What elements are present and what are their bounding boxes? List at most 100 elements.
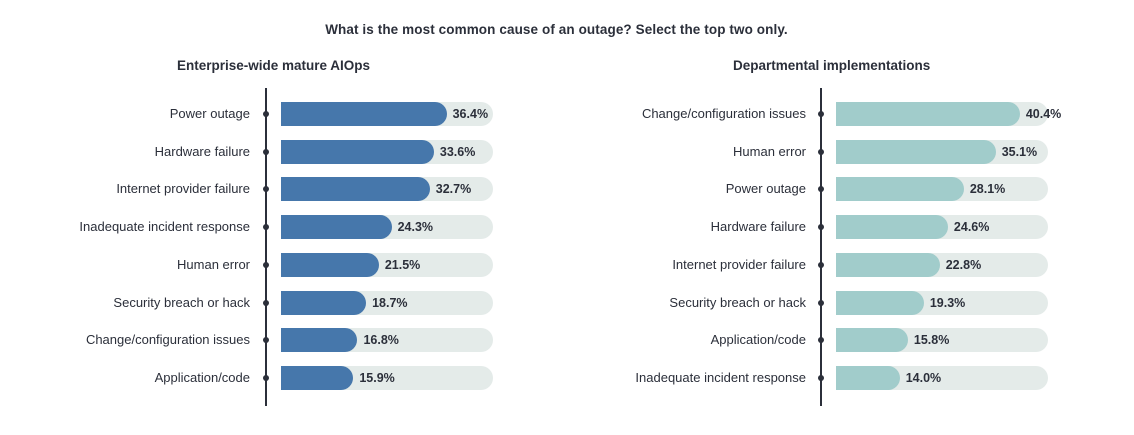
bar-track: 32.7% — [281, 177, 493, 202]
axis-line — [265, 88, 267, 406]
bar-track: 16.8% — [281, 328, 493, 353]
category-label: Internet provider failure — [672, 256, 806, 272]
bar-row: Hardware failure 33.6% — [0, 139, 560, 164]
axis-dot — [818, 337, 824, 344]
category-label: Internet provider failure — [116, 181, 250, 197]
category-label: Human error — [733, 143, 806, 159]
axis-dot — [263, 186, 269, 193]
value-label: 16.8% — [363, 333, 399, 348]
bar-row: Application/code 15.9% — [0, 365, 560, 390]
bar — [836, 252, 940, 277]
bar — [281, 290, 367, 315]
value-label: 19.3% — [929, 295, 966, 310]
category-label: Security breach or hack — [669, 294, 806, 310]
bar — [281, 365, 354, 390]
category-label: Change/configuration issues — [85, 332, 250, 348]
category-label: Change/configuration issues — [641, 106, 806, 121]
bar — [836, 139, 996, 164]
bar-row: Internet provider failure 22.8% — [560, 252, 1134, 277]
bar — [281, 102, 447, 126]
axis-dot — [818, 186, 824, 193]
value-label: 24.6% — [953, 220, 990, 235]
category-label: Application/code — [710, 332, 806, 348]
chart-title: What is the most common cause of an outa… — [325, 22, 788, 37]
bar-track: 15.8% — [836, 328, 1048, 353]
panel-title-enterprise: Enterprise-wide mature AIOps — [177, 58, 371, 73]
bar-row: Application/code 15.8% — [560, 328, 1134, 353]
value-label: 28.1% — [969, 182, 1006, 197]
bar-track: 24.6% — [836, 215, 1048, 240]
category-label: Inadequate incident response — [635, 369, 806, 385]
bar-row: Hardware failure 24.6% — [560, 215, 1134, 240]
category-label: Inadequate incident response — [79, 219, 250, 235]
bar-track: 36.4% — [281, 102, 493, 126]
axis-dot — [263, 148, 269, 155]
value-label: 36.4% — [452, 107, 489, 121]
value-label: 35.1% — [1001, 144, 1038, 159]
bar-track: 28.1% — [836, 177, 1048, 202]
value-label: 24.3% — [397, 220, 434, 235]
bar-track: 14.0% — [836, 365, 1048, 390]
bar-row: Human error 35.1% — [560, 139, 1134, 164]
axis-dot — [263, 224, 269, 231]
bar-track: 15.9% — [281, 365, 493, 390]
axis-dot — [818, 111, 824, 117]
bar — [836, 215, 948, 240]
axis-dot — [818, 261, 824, 268]
bar — [836, 102, 1020, 126]
bar-row: Internet provider failure 32.7% — [0, 177, 560, 202]
panel-departmental: Departmental implementations Change/conf… — [560, 0, 1134, 435]
value-label: 22.8% — [945, 257, 982, 272]
axis-dot — [263, 111, 269, 117]
category-label: Hardware failure — [154, 143, 250, 159]
bar-track: 18.7% — [281, 290, 493, 315]
bar-row: Human error 21.5% — [0, 252, 560, 277]
axis-dot — [818, 148, 824, 155]
bar-track: 22.8% — [836, 252, 1048, 277]
value-label: 15.9% — [359, 370, 395, 385]
value-label: 14.0% — [905, 370, 942, 385]
bar-row: Inadequate incident response 24.3% — [0, 215, 560, 240]
category-label: Hardware failure — [710, 219, 806, 235]
bar — [836, 328, 908, 353]
panel-enterprise: Enterprise-wide mature AIOps Power outag… — [0, 0, 560, 435]
bar-track: 19.3% — [836, 290, 1048, 315]
bar-track: 24.3% — [281, 215, 493, 240]
axis-dot — [818, 224, 824, 231]
value-label: 40.4% — [1025, 107, 1062, 121]
bar-row: Security breach or hack 19.3% — [560, 290, 1134, 315]
bar-track: 35.1% — [836, 139, 1048, 164]
category-label: Power outage — [725, 181, 806, 197]
category-label: Security breach or hack — [113, 294, 250, 310]
bar-track: 21.5% — [281, 252, 493, 277]
bar-row: Power outage 36.4% — [0, 102, 560, 126]
bar-row: Change/configuration issues 40.4% — [560, 102, 1134, 126]
bar-row: Security breach or hack 18.7% — [0, 290, 560, 315]
value-label: 32.7% — [435, 182, 472, 197]
category-label: Application/code — [154, 369, 250, 385]
axis-dot — [263, 261, 269, 268]
value-label: 33.6% — [439, 144, 476, 159]
bar-row: Inadequate incident response 14.0% — [560, 365, 1134, 390]
bar — [281, 139, 434, 164]
category-label: Human error — [177, 256, 250, 272]
bar-row: Change/configuration issues 16.8% — [0, 328, 560, 353]
bar-track: 33.6% — [281, 139, 493, 164]
bar-row: Power outage 28.1% — [560, 177, 1134, 202]
value-label: 15.8% — [913, 333, 950, 348]
bar — [836, 290, 924, 315]
axis-dot — [818, 374, 824, 381]
category-label: Power outage — [169, 106, 250, 121]
axis-line — [820, 88, 822, 406]
bar — [281, 252, 379, 277]
bar — [281, 328, 358, 353]
value-label: 18.7% — [372, 295, 408, 310]
bar — [281, 177, 430, 202]
value-label: 21.5% — [384, 257, 421, 272]
axis-dot — [263, 374, 269, 381]
axis-dot — [263, 337, 269, 344]
axis-dot — [263, 299, 269, 306]
bar-track: 40.4% — [836, 102, 1061, 126]
bar — [836, 365, 900, 390]
bar — [281, 215, 392, 240]
